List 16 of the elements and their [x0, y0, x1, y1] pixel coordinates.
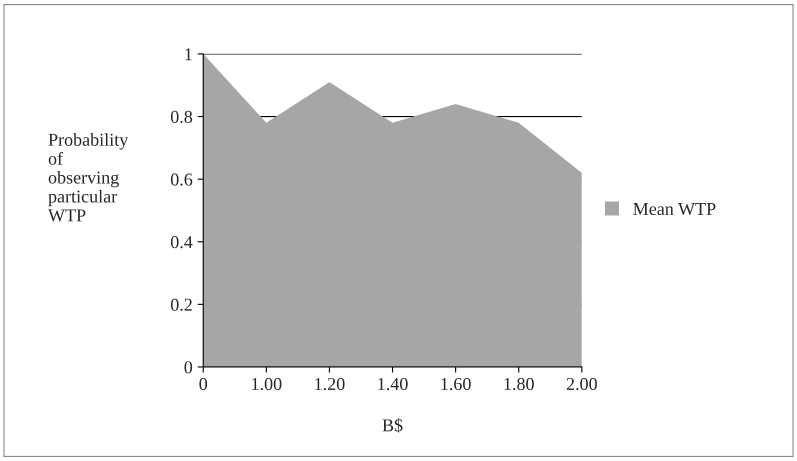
y-tick-label: 0.4 — [170, 236, 193, 248]
x-tick-label: 1.80 — [504, 378, 534, 390]
y-tick-label: 0 — [184, 361, 192, 374]
x-tick-label: 1.60 — [441, 378, 471, 390]
y-tick-label: 0.8 — [170, 110, 192, 124]
y-tick-label: 1 — [185, 48, 192, 60]
x-tick-label: 1.00 — [252, 378, 282, 390]
x-tick-label: 1.40 — [378, 378, 408, 390]
x-tick-label: 2.00 — [566, 378, 597, 390]
x-tick-label: 1.20 — [315, 378, 345, 390]
x-axis-title: B$ — [382, 418, 402, 433]
y-axis-title: Probability of observing particular WTP — [48, 133, 128, 222]
x-tick-label: 0 — [199, 378, 208, 390]
legend-label: Mean WTP — [633, 203, 716, 216]
y-tick-label: 0.2 — [170, 298, 192, 311]
y-tick-label: 0.6 — [170, 173, 192, 186]
